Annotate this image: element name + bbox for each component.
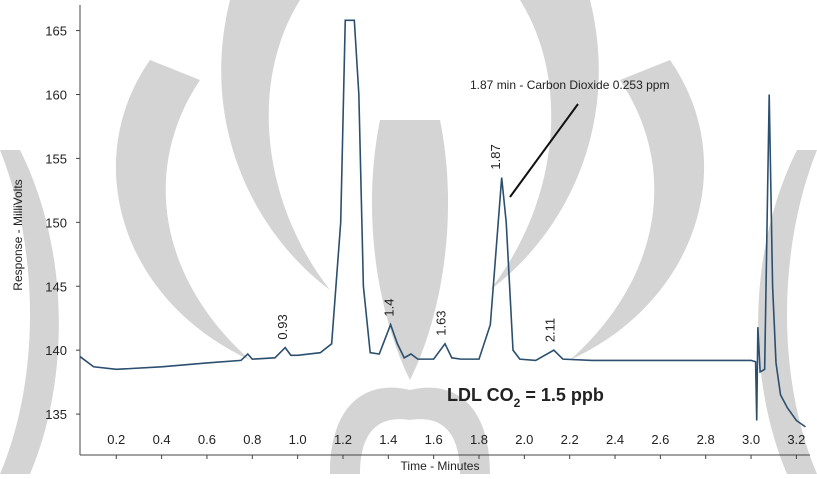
watermark-shape [0, 150, 59, 474]
x-tick-label: 2.4 [606, 432, 624, 447]
watermark-shape [221, 0, 330, 290]
ldl-annotation: LDL CO2 = 1.5 ppb [447, 385, 604, 410]
y-axis-label: Response - MilliVolts [11, 179, 25, 290]
watermark-shape [371, 120, 449, 380]
ldl-subscript: 2 [514, 396, 521, 410]
ldl-suffix: = 1.5 ppb [520, 385, 604, 405]
x-tick-label: 1.4 [379, 432, 397, 447]
x-tick-label: 2.8 [697, 432, 715, 447]
x-tick-label: 2.2 [561, 432, 579, 447]
x-tick-label: 2.0 [515, 432, 533, 447]
callout-line [509, 103, 579, 198]
x-tick-label: 3.0 [742, 432, 760, 447]
watermark-shape [330, 387, 490, 474]
x-tick-label: 3.2 [787, 432, 805, 447]
y-tick-label: 165 [45, 24, 67, 39]
x-tick-label: 1.8 [470, 432, 488, 447]
x-tick-label: 0.2 [107, 432, 125, 447]
x-axis-label: Time - Minutes [401, 459, 480, 473]
trace [79, 19, 806, 428]
x-tick-label: 2.6 [651, 432, 669, 447]
y-tick-label: 145 [45, 279, 67, 294]
x-tick-label: 0.8 [243, 432, 261, 447]
watermark-shape [570, 60, 705, 360]
watermark-shape [115, 60, 250, 360]
watermark-shape [758, 150, 817, 474]
y-tick-label: 160 [45, 87, 67, 102]
peak-label: 0.93 [275, 314, 290, 339]
peak-label: 1.87 [488, 144, 503, 169]
x-tick-label: 0.6 [198, 432, 216, 447]
ldl-prefix: LDL CO [447, 385, 514, 405]
peak-label: 1.4 [381, 299, 396, 317]
y-tick-label: 140 [45, 343, 67, 358]
y-tick-label: 150 [45, 215, 67, 230]
y-tick-label: 135 [45, 407, 67, 422]
watermark-shape [490, 0, 599, 290]
y-tick-label: 155 [45, 151, 67, 166]
x-tick-label: 0.4 [153, 432, 171, 447]
x-tick-label: 1.0 [289, 432, 307, 447]
callout-text: 1.87 min - Carbon Dioxide 0.253 ppm [470, 78, 669, 92]
peak-label: 1.63 [433, 310, 448, 335]
x-tick-label: 1.2 [334, 432, 352, 447]
x-tick-label: 1.6 [425, 432, 443, 447]
peak-label: 2.11 [542, 318, 557, 342]
